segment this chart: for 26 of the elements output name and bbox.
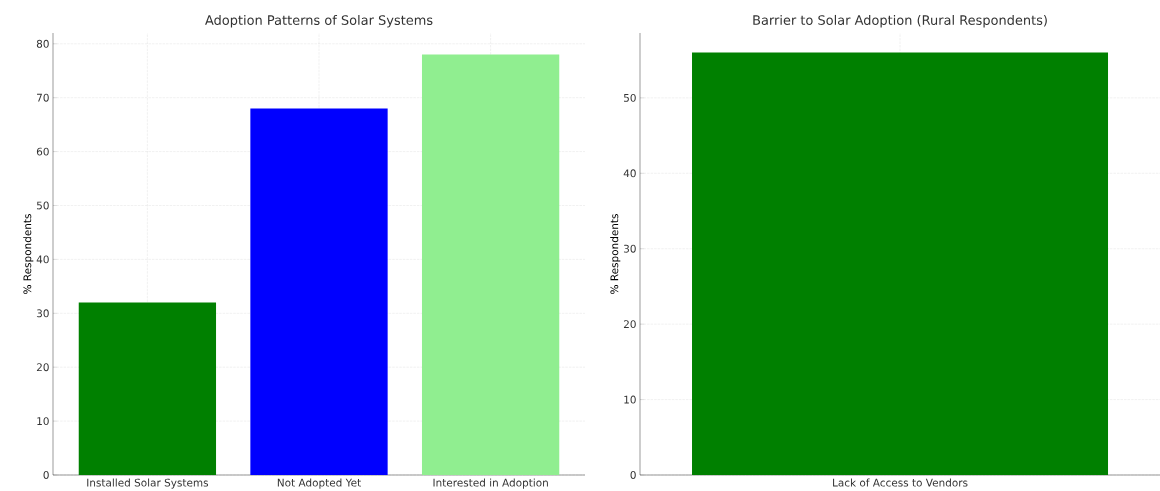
y-tick-label: 10	[624, 395, 636, 404]
y-tick-label: 50	[623, 93, 636, 102]
y-tick-label: 70	[37, 93, 49, 102]
y-tick-label: 50	[36, 201, 49, 210]
y-tick-label: 30	[623, 244, 636, 253]
y-tick-label: 40	[623, 169, 636, 178]
bar	[78, 302, 217, 475]
bar	[421, 54, 560, 475]
y-tick-label: 80	[36, 39, 49, 48]
bar	[250, 108, 388, 475]
y-axis-title: % Respondents	[610, 214, 621, 294]
x-tick-label: Interested in Adoption	[433, 478, 548, 489]
x-tick-label: Lack of Access to Vendors	[833, 478, 968, 487]
chart-title: Barrier to Solar Adoption (Rural Respondents)	[753, 14, 1047, 28]
y-axis-title: % Respondents	[23, 214, 34, 294]
y-tick-label: 10	[37, 417, 49, 426]
y-tick-label: 40	[36, 255, 49, 264]
y-tick-label: 0	[630, 471, 636, 479]
y-tick-label: 20	[36, 363, 49, 372]
x-tick-label: Installed Solar Systems	[87, 478, 209, 489]
chart-title: Adoption Patterns of Solar Systems	[205, 14, 433, 28]
y-tick-label: 20	[623, 320, 636, 329]
x-tick-label: Not Adopted Yet	[277, 478, 361, 489]
y-tick-label: 0	[43, 471, 49, 479]
y-tick-label: 60	[36, 147, 49, 156]
y-tick-label: 30	[36, 309, 49, 318]
